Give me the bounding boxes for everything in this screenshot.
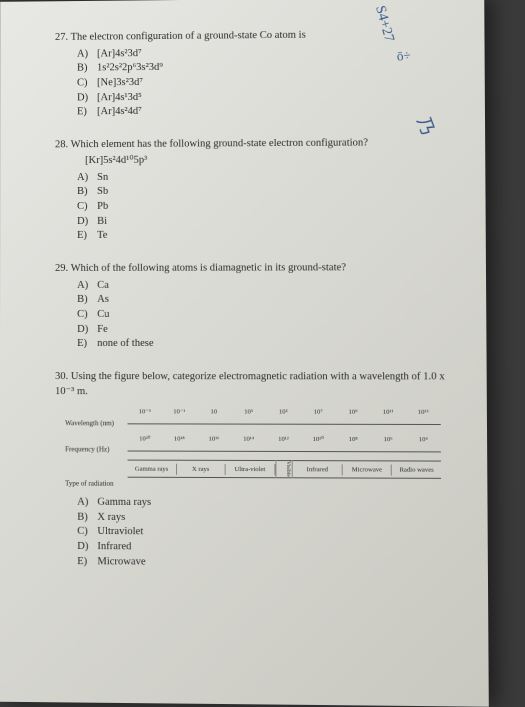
wavelength-axis: [127, 423, 440, 425]
question-text: Which of the following atoms is diamagne…: [71, 262, 347, 274]
type-xray: X rays: [177, 463, 226, 474]
choice-b: B)Sb: [77, 183, 450, 199]
type-radio: Radio waves: [392, 464, 441, 475]
question-28: 28. Which element has the following grou…: [55, 136, 450, 244]
choice-e: E)Microwave: [77, 555, 452, 572]
handwriting-mid: ō÷: [396, 47, 411, 64]
type-uv: Ultra-violet: [226, 464, 275, 475]
choice-e: E)Te: [77, 228, 450, 244]
type-microwave: Microwave: [343, 464, 393, 475]
choice-c: C)Cu: [77, 307, 450, 322]
frequency-axis: [128, 450, 441, 452]
choices: A)Sn B)Sb C)Pb D)Bi E)Te: [77, 169, 450, 244]
radiation-types: Gamma rays X rays Ultra-violet Visible I…: [128, 460, 442, 479]
em-spectrum-chart: 10⁻³ 10⁻¹ 10 10³ 10⁵ 10⁷ 10⁹ 10¹¹ 10¹³ W…: [65, 408, 441, 491]
question-number: 30.: [55, 371, 68, 382]
question-text: Which element has the following ground-s…: [71, 138, 369, 151]
choice-c: C)Ultraviolet: [77, 525, 451, 542]
question-number: 27.: [55, 32, 68, 43]
question-29: 29. Which of the following atoms is diam…: [55, 261, 451, 352]
choice-d: D)Bi: [77, 213, 450, 229]
wavelength-ticks: 10⁻³ 10⁻¹ 10 10³ 10⁵ 10⁷ 10⁹ 10¹¹ 10¹³: [127, 408, 440, 418]
choice-d: D)Fe: [77, 322, 450, 337]
choice-c: C)Pb: [77, 198, 450, 214]
choices: A)[Ar]4s²3d⁷ B)1s²2s²2p⁶3s²3d⁹ C)[Ne]3s²…: [77, 44, 449, 120]
choice-e: E)[Ar]4s²4d⁷: [77, 103, 449, 120]
choices: A)Ca B)As C)Cu D)Fe E)none of these: [77, 278, 450, 352]
type-infrared: Infrared: [293, 464, 343, 475]
choice-a: A)Gamma rays: [77, 496, 451, 513]
choice-e: E)none of these: [77, 337, 450, 352]
question-30: 30. Using the figure below, categorize e…: [55, 370, 452, 572]
type-axis-label: Type of radiation: [65, 480, 127, 490]
choices: A)Gamma rays B)X rays C)Ultraviolet D)In…: [77, 496, 452, 572]
wavelength-label: Wavelength (nm): [65, 419, 127, 429]
choice-b: B)As: [77, 293, 450, 308]
question-text: Using the figure below, categorize elect…: [55, 371, 445, 397]
type-visible: Visible: [275, 460, 293, 478]
paper-sheet: S4+27 ō÷ 乃 27. The electron configuratio…: [0, 0, 489, 707]
frequency-label: Frequency (Hz): [65, 446, 127, 456]
frequency-ticks: 10²⁰ 10¹⁸ 10¹⁶ 10¹⁴ 10¹² 10¹⁰ 10⁸ 10⁶ 10…: [127, 435, 440, 445]
question-text: The electron configuration of a ground-s…: [71, 30, 306, 43]
question-27: 27. The electron configuration of a grou…: [55, 27, 449, 120]
question-number: 28.: [55, 139, 68, 150]
electron-config: [Kr]5s²4d¹⁰5p³: [85, 152, 449, 169]
type-gamma: Gamma rays: [128, 463, 177, 474]
choice-a: A)Ca: [77, 278, 450, 293]
question-number: 29.: [55, 263, 68, 274]
